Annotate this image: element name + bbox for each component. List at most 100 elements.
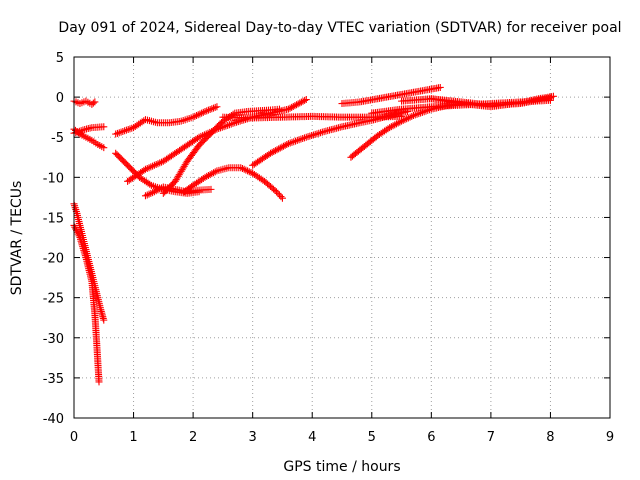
data-point-marker [278, 194, 286, 202]
data-point-marker [201, 108, 209, 116]
y-tick-label: -30 [43, 332, 64, 347]
data-point-marker [100, 316, 108, 324]
data-point-marker [311, 130, 319, 138]
data-point-marker [277, 193, 285, 201]
x-tick-label: 2 [189, 430, 197, 445]
data-point-marker [297, 98, 305, 106]
x-tick-label: 9 [606, 430, 614, 445]
chart-title: Day 091 of 2024, Sidereal Day-to-day VTE… [58, 20, 621, 36]
data-point-marker [283, 141, 291, 149]
data-point-marker [100, 144, 108, 152]
y-tick-label: -35 [43, 372, 64, 387]
data-point-marker [237, 164, 245, 172]
data-point-marker [245, 168, 253, 176]
data-point-marker [75, 232, 83, 240]
data-point-marker [211, 168, 219, 176]
y-tick-label: -20 [43, 252, 64, 267]
data-point-marker [199, 108, 207, 116]
data-point-marker [406, 113, 414, 121]
data-point-marker [275, 145, 283, 153]
data-point-marker [276, 144, 284, 152]
data-point-marker [288, 103, 296, 111]
data-point-marker [208, 105, 216, 113]
data-point-marker [206, 105, 214, 113]
data-point-marker [281, 141, 289, 149]
data-point-marker [289, 103, 297, 111]
data-point-marker [238, 165, 246, 173]
data-point-marker [210, 104, 218, 112]
data-point-marker [244, 167, 252, 175]
data-point-marker [315, 129, 323, 137]
data-point-marker [204, 106, 212, 114]
data-point-marker [408, 112, 416, 120]
data-point-marker [213, 103, 221, 111]
data-point-marker [286, 104, 294, 112]
data-point-marker [399, 116, 407, 124]
data-point-marker [273, 146, 281, 154]
data-point-marker [313, 130, 321, 138]
x-axis-label: GPS time / hours [283, 459, 400, 475]
data-point-marker [436, 83, 444, 91]
data-point-marker [100, 123, 108, 131]
x-tick-label: 7 [487, 430, 495, 445]
data-point-marker [293, 101, 301, 109]
data-point-marker [302, 96, 310, 104]
data-point-marker [318, 128, 326, 136]
y-tick-label: -15 [43, 211, 64, 226]
x-tick-label: 1 [129, 430, 137, 445]
data-point-marker [203, 107, 211, 115]
data-point-marker [74, 230, 82, 238]
data-point-marker [146, 180, 154, 188]
data-point-marker [207, 185, 215, 193]
data-point-marker [299, 97, 307, 105]
grid [74, 57, 610, 418]
data-point-marker [73, 228, 81, 236]
data-point-marker [211, 103, 219, 111]
data-point-marker [191, 112, 199, 120]
data-point-marker [404, 114, 412, 122]
data-point-marker [274, 189, 282, 197]
data-point-marker [272, 188, 280, 196]
y-tick-label: 5 [56, 51, 64, 66]
y-tick-label: -40 [43, 412, 64, 427]
x-tick-label: 8 [546, 430, 554, 445]
data-point-marker [72, 225, 80, 233]
data-point-marker [284, 105, 292, 113]
data-point-marker [278, 143, 286, 151]
x-tick-label: 4 [308, 430, 316, 445]
data-point-marker [296, 99, 304, 107]
axis-ticks: 0 1 2 3 4 5 6 7 8 9 5 0 -5 -10 -15 -20 -25 -30 -35 -40 [43, 51, 614, 445]
data-point-marker [189, 113, 197, 121]
y-tick-label: 0 [56, 91, 64, 106]
data-point-marker [294, 100, 302, 108]
data-point-marker [271, 147, 279, 155]
data-point-marker [91, 98, 99, 106]
x-tick-label: 6 [427, 430, 435, 445]
data-point-marker [194, 111, 202, 119]
y-tick-label: -10 [43, 171, 64, 186]
x-tick-label: 3 [249, 430, 257, 445]
data-point-marker [275, 191, 283, 199]
data-markers [70, 83, 557, 386]
y-tick-label: -5 [51, 131, 64, 146]
y-tick-label: -25 [43, 292, 64, 307]
data-point-marker [271, 186, 279, 194]
data-point-marker [89, 99, 97, 107]
y-axis-label: SDTVAR / TECUs [9, 181, 25, 296]
data-point-marker [270, 148, 278, 156]
data-point-marker [304, 133, 312, 141]
data-point-marker [196, 110, 204, 118]
data-point-marker [317, 129, 325, 137]
x-tick-label: 0 [70, 430, 78, 445]
data-point-marker [275, 105, 283, 113]
x-tick-label: 5 [368, 430, 376, 445]
data-point-marker [291, 102, 299, 110]
data-point-marker [240, 165, 248, 173]
data-point-marker [301, 96, 309, 104]
data-point-marker [198, 109, 206, 117]
data-point-marker [242, 166, 250, 174]
data-point-marker [401, 116, 409, 124]
data-point-marker [403, 115, 411, 123]
data-point-marker [71, 223, 79, 231]
